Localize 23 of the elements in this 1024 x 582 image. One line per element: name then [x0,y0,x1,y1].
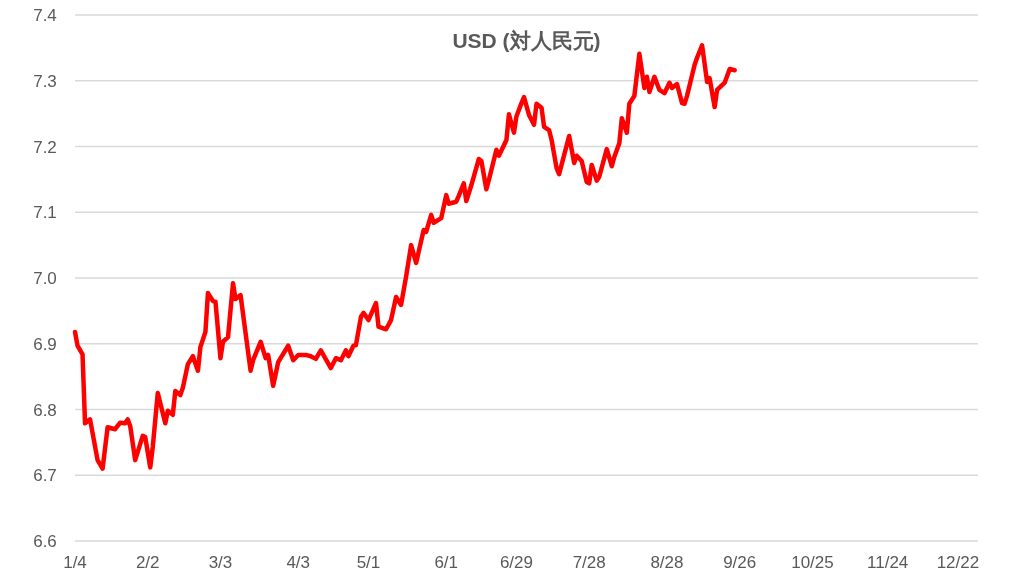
x-tick-label: 1/4 [63,553,87,572]
x-tick-label: 3/3 [208,553,233,572]
x-tick-label: 6/29 [499,553,534,572]
x-tick-label: 10/25 [791,553,834,572]
text: USD (対人民元) [452,29,601,52]
x-tick-label: 9/26 [723,553,757,572]
x-tick-label: 11/24 [867,553,909,572]
x-tick-label: 4/3 [286,553,311,572]
y-tick-label: 6.8 [33,400,57,420]
y-tick-label: 7.1 [33,203,57,223]
x-tick-label: 8/28 [650,553,684,572]
y-tick-label: 7.3 [33,71,57,91]
x-tick-label: 12/22 [936,553,980,572]
x-tick-label: 5/1 [356,553,381,572]
y-tick-label: 6.9 [33,334,57,354]
y-tick-label: 6.7 [33,466,57,486]
x-tick-label: 7/28 [572,553,606,572]
x-tick-label: 6/1 [434,553,459,572]
y-tick-label: 6.6 [33,532,57,551]
y-tick-label: 7.0 [33,269,57,288]
y-tick-label: 7.2 [33,137,57,157]
x-tick-label: 2/2 [135,553,160,572]
y-tick-label: 7.4 [33,6,57,25]
